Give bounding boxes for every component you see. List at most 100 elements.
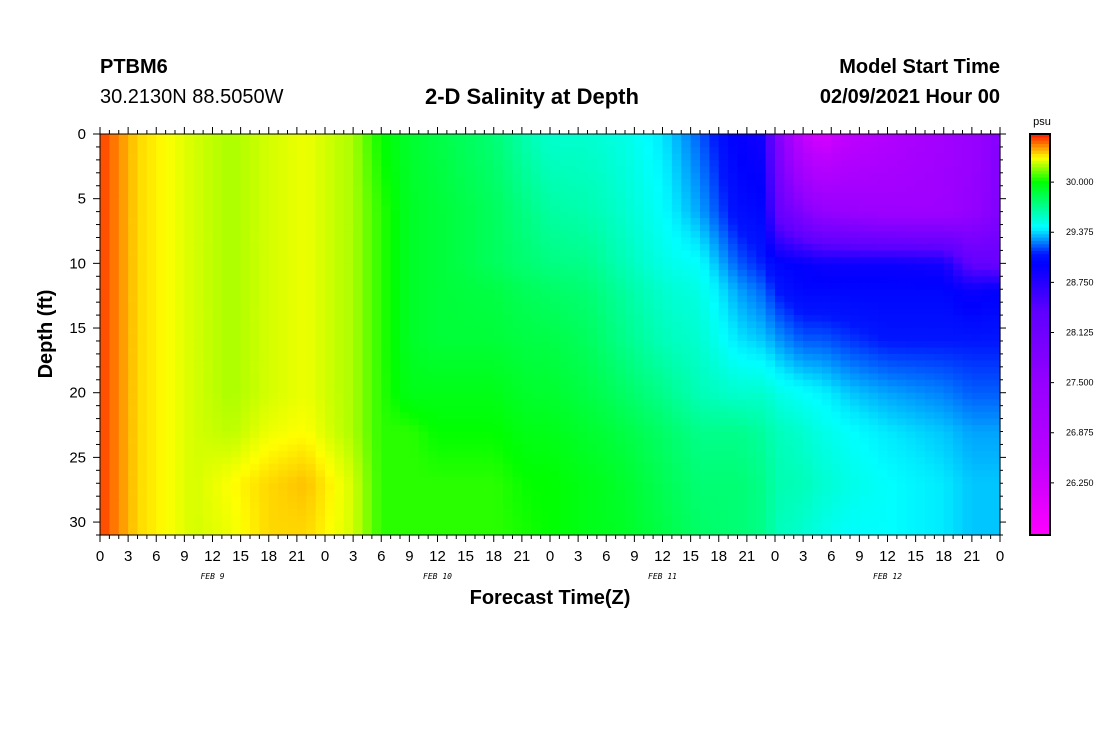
heatmap-cell [409, 496, 420, 504]
heatmap-cell [746, 392, 757, 400]
heatmap-cell [625, 315, 635, 323]
heatmap-cell [521, 302, 532, 310]
heatmap-cell [437, 192, 448, 200]
heatmap-cell [137, 218, 148, 226]
heatmap-cell [540, 483, 551, 491]
heatmap-cell [653, 237, 664, 245]
heatmap-cell [550, 224, 560, 232]
heatmap-cell [475, 360, 485, 368]
heatmap-cell [606, 476, 617, 484]
heatmap-cell [559, 450, 570, 458]
heatmap-cell [718, 360, 729, 368]
heatmap-cell [671, 353, 682, 361]
heatmap-cell [362, 172, 373, 180]
heatmap-cell [193, 483, 204, 491]
heatmap-cell [146, 392, 157, 400]
heatmap-cell [840, 334, 851, 342]
heatmap-cell [221, 483, 232, 491]
heatmap-cell [493, 457, 504, 465]
heatmap-cell [831, 302, 842, 310]
heatmap-cell [465, 509, 476, 517]
heatmap-cell [315, 476, 326, 484]
heatmap-cell [493, 425, 504, 433]
heatmap-cell [268, 483, 279, 491]
heatmap-cell [353, 211, 364, 219]
heatmap-cell [550, 231, 560, 239]
heatmap-cell [437, 302, 448, 310]
heatmap-cell [840, 211, 851, 219]
heatmap-cell [578, 437, 589, 446]
heatmap-cell [700, 159, 710, 167]
heatmap-cell [212, 276, 223, 284]
heatmap-cell [456, 231, 467, 239]
heatmap-cell [184, 134, 195, 142]
heatmap-cell [784, 353, 795, 361]
heatmap-cell [250, 321, 260, 329]
heatmap-cell [334, 237, 345, 245]
heatmap-cell [278, 153, 289, 161]
heatmap-cell [821, 166, 832, 174]
heatmap-cell [681, 405, 692, 413]
heatmap-cell [156, 496, 167, 504]
heatmap-cell [456, 392, 467, 400]
heatmap-cell [700, 412, 710, 420]
heatmap-cell [643, 522, 654, 530]
heatmap-cell [793, 308, 804, 316]
heatmap-cell [400, 386, 410, 394]
heatmap-cell [240, 425, 251, 433]
heatmap-cell [803, 198, 814, 206]
heatmap-cell [296, 263, 307, 271]
heatmap-cell [250, 315, 260, 323]
heatmap-cell [278, 159, 289, 167]
heatmap-cell [371, 353, 382, 361]
heatmap-cell [268, 515, 279, 523]
heatmap-cell [737, 431, 748, 439]
heatmap-cell [728, 315, 739, 323]
heatmap-cell [484, 457, 495, 465]
heatmap-cell [428, 328, 439, 336]
heatmap-cell [568, 224, 579, 232]
heatmap-cell [212, 483, 223, 491]
heatmap-cell [765, 308, 776, 316]
heatmap-cell [259, 276, 270, 284]
heatmap-cell [503, 282, 514, 290]
heatmap-cell [465, 353, 476, 361]
heatmap-cell [475, 418, 485, 426]
heatmap-cell [390, 515, 401, 523]
heatmap-cell [568, 282, 579, 290]
heatmap-cell [109, 134, 120, 142]
heatmap-cell [531, 476, 542, 484]
heatmap-cell [390, 353, 401, 361]
heatmap-cell [137, 237, 148, 245]
heatmap-cell [550, 425, 560, 433]
heatmap-cell [250, 146, 260, 155]
heatmap-cell [512, 509, 523, 517]
heatmap-cell [793, 237, 804, 245]
heatmap-cell [512, 418, 523, 426]
heatmap-cell [503, 379, 514, 387]
heatmap-cell [765, 192, 776, 200]
heatmap-cell [240, 450, 251, 458]
heatmap-cell [746, 412, 757, 420]
heatmap-cell [803, 321, 814, 329]
heatmap-cell [400, 185, 410, 193]
heatmap-cell [634, 269, 645, 277]
heatmap-cell [175, 153, 185, 161]
heatmap-cell [371, 237, 382, 245]
heatmap-cell [540, 379, 551, 387]
heatmap-cell [606, 224, 617, 232]
heatmap-cell [296, 373, 307, 381]
heatmap-cell [381, 483, 392, 491]
heatmap-cell [596, 334, 607, 342]
heatmap-cell [756, 470, 767, 478]
heatmap-cell [690, 515, 701, 523]
heatmap-cell [671, 243, 682, 252]
heatmap-cell [165, 211, 176, 219]
heatmap-cell [803, 192, 814, 200]
heatmap-cell [784, 334, 795, 342]
heatmap-cell [212, 205, 223, 213]
heatmap-cell [128, 515, 139, 523]
heatmap-cell [325, 179, 335, 187]
heatmap-cell [690, 418, 701, 426]
heatmap-cell [250, 366, 260, 374]
